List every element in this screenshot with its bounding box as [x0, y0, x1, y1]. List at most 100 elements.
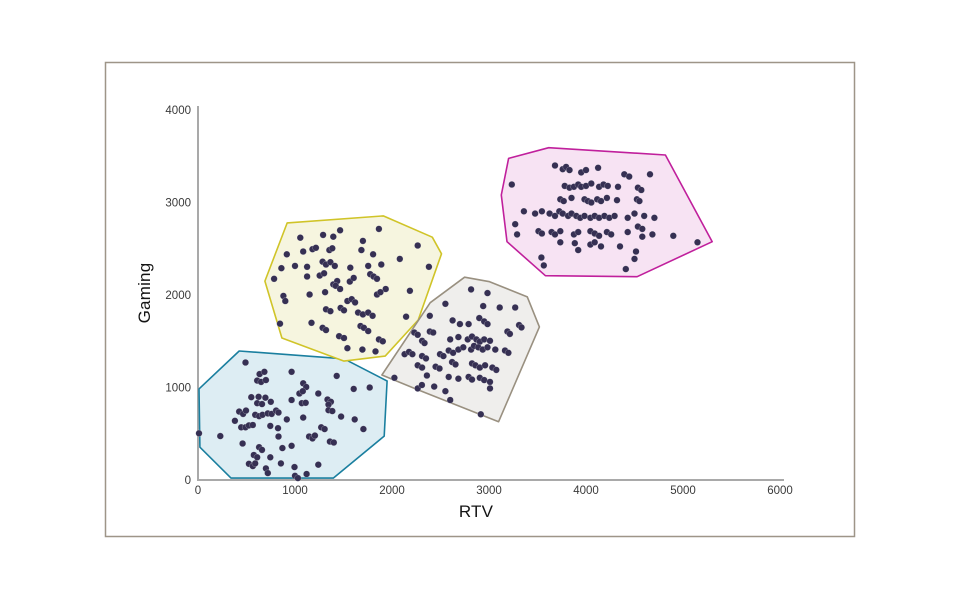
cluster-gray-point	[390, 374, 398, 382]
cluster-gray-point	[420, 339, 429, 347]
cluster-blue-hull	[198, 350, 388, 479]
cluster-pink-point	[597, 197, 605, 205]
cluster-yellow-point	[364, 262, 372, 270]
cluster-gray-point	[486, 378, 494, 386]
cluster-pink-point	[630, 255, 639, 263]
cluster-gray-point	[465, 320, 473, 328]
cluster-yellow-point	[377, 260, 385, 269]
cluster-blue-point	[299, 414, 307, 422]
cluster-yellow-point	[320, 269, 328, 277]
cluster-pink-point	[648, 230, 656, 238]
cluster-blue-point	[351, 415, 359, 423]
x-tick-label: 5000	[670, 485, 696, 497]
cluster-blue-point	[321, 425, 329, 433]
cluster-yellow-point	[329, 233, 337, 241]
cluster-blue-point	[328, 407, 336, 415]
cluster-yellow-point	[321, 288, 329, 296]
cluster-blue-point	[274, 432, 283, 441]
cluster-yellow-point	[369, 250, 377, 258]
x-tick-label: 0	[195, 485, 201, 497]
cluster-gray-point	[418, 364, 426, 372]
cluster-blue-point	[288, 396, 296, 404]
cluster-blue-point	[303, 470, 311, 478]
cluster-gray-point	[426, 312, 434, 320]
cluster-blue-point	[288, 442, 296, 450]
cluster-yellow-point	[371, 347, 380, 355]
cluster-gray-point	[446, 396, 454, 404]
cluster-gray-point	[483, 320, 492, 328]
cluster-blue-point	[274, 408, 283, 417]
cluster-blue-point	[314, 389, 322, 398]
cluster-yellow-point	[276, 320, 284, 328]
cluster-gray-point	[477, 410, 485, 418]
cluster-gray-point	[511, 303, 519, 312]
cluster-gray-point	[441, 300, 449, 308]
cluster-blue-point	[330, 438, 338, 447]
cluster-pink-point	[616, 242, 624, 250]
cluster-yellow-point	[382, 285, 390, 293]
cluster-pink-point	[638, 233, 646, 241]
cluster-yellow-point	[322, 326, 330, 334]
cluster-gray-point	[486, 337, 494, 345]
cluster-yellow-point	[343, 344, 351, 352]
cluster-gray-point	[441, 387, 449, 395]
cluster-pink-point	[632, 247, 640, 256]
cluster-blue-point	[251, 459, 259, 467]
y-tick-label: 4000	[165, 105, 191, 117]
cluster-blue-point	[337, 413, 345, 421]
cluster-pink-point	[565, 166, 574, 174]
cluster-pink-point	[582, 166, 590, 174]
cluster-blue-point	[277, 459, 285, 467]
cluster-blue-point	[231, 417, 239, 425]
cluster-pink-point	[538, 207, 546, 215]
cluster-pink-point	[587, 179, 595, 188]
cluster-gray-point	[517, 323, 526, 331]
cluster-yellow-point	[340, 334, 348, 342]
cluster-blue-point	[274, 424, 282, 432]
cluster-yellow-point	[312, 244, 320, 252]
cluster-pink-point	[587, 198, 595, 207]
cluster-gray-point	[435, 364, 444, 373]
cluster-pink-point	[693, 238, 702, 246]
cluster-blue-point	[288, 368, 296, 376]
cluster-gray-point	[506, 330, 514, 338]
cluster-pink-point	[556, 227, 564, 235]
cluster-gray-point	[454, 375, 462, 383]
cluster-gray-point	[446, 335, 454, 343]
cluster-blue-point	[262, 376, 270, 384]
y-tick-label: 2000	[165, 290, 191, 302]
cluster-gray-point	[430, 383, 438, 391]
cluster-pink-point	[669, 232, 677, 240]
cluster-gray-point	[504, 349, 512, 357]
cluster-pink-point	[513, 230, 521, 238]
cluster-pink-point	[630, 210, 639, 218]
cluster-gray-point	[467, 285, 475, 293]
x-axis-title: RTV	[458, 502, 494, 521]
cluster-gray-point	[496, 303, 504, 312]
cluster-gray-point	[429, 328, 437, 337]
cluster-pink-point	[538, 229, 546, 238]
cluster-yellow-point	[351, 298, 359, 306]
cluster-blue-point	[290, 463, 299, 471]
cluster-gray-point	[481, 361, 489, 369]
cluster-blue-point	[302, 399, 310, 407]
cluster-pink-point	[625, 173, 633, 181]
cluster-yellow-point	[340, 306, 348, 314]
cluster-pink-point	[520, 207, 528, 215]
cluster-pink-point	[607, 230, 615, 238]
cluster-pink-point	[638, 225, 646, 233]
cluster-blue-point	[264, 469, 272, 477]
cluster-yellow-point	[306, 290, 314, 299]
cluster-pink-point	[635, 197, 643, 205]
cluster-gray-point	[480, 335, 488, 343]
cluster-yellow-point	[358, 346, 366, 354]
cluster-gray-point	[414, 331, 422, 339]
x-tick-label: 4000	[573, 485, 599, 497]
cluster-gray-point	[456, 320, 464, 328]
cluster-yellow-point	[277, 264, 285, 272]
cluster-pink-point	[540, 261, 548, 269]
cluster-gray-point	[408, 350, 416, 358]
cluster-yellow-point	[336, 285, 344, 293]
